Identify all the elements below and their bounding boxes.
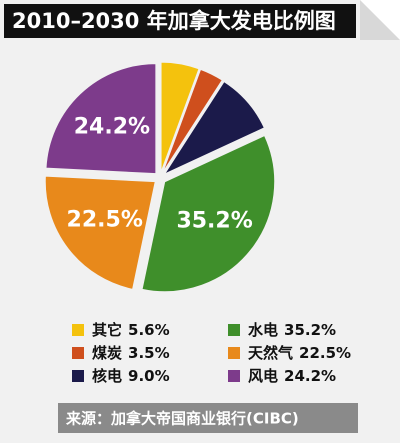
title-bar	[4, 4, 356, 38]
legend-label: 其它 5.6%	[92, 321, 170, 339]
pie-slice	[141, 134, 276, 293]
legend-value: 5.6%	[128, 321, 170, 339]
legend-name: 水电	[248, 321, 278, 339]
legend-value: 9.0%	[128, 367, 170, 385]
pie-slice	[163, 80, 266, 176]
legend-swatch	[72, 347, 84, 359]
chart-title: 2010–2030 年加拿大发电比例图	[12, 9, 336, 33]
legend-value: 35.2%	[284, 321, 336, 339]
source: 来源：加拿大帝国商业银行(CIBC)	[65, 410, 299, 428]
legend-label: 水电 35.2%	[248, 321, 336, 339]
legend-label: 天然气 22.5%	[248, 344, 351, 362]
pie-slice	[160, 61, 200, 173]
legend-swatch	[72, 324, 84, 336]
pie: 35.2% 22.5% 24.2%	[44, 61, 276, 293]
slice-label: 35.2%	[176, 208, 252, 233]
legend-value: 24.2%	[284, 367, 336, 385]
legend-swatch	[228, 347, 240, 359]
legend: 其它 5.6% 煤炭 3.5% 核电 9.0% 水电 35.2% 天然气 22.5% 风电 24.2%	[72, 321, 351, 385]
legend-value: 3.5%	[128, 344, 170, 362]
slice-label: 24.2%	[74, 114, 150, 139]
legend-name: 风电	[248, 367, 278, 385]
page-fold	[360, 0, 400, 40]
legend-swatch	[228, 370, 240, 382]
slice-label: 22.5%	[67, 208, 143, 233]
legend-swatch	[72, 370, 84, 382]
source-bar	[58, 403, 358, 433]
legend-name: 天然气	[248, 344, 293, 362]
legend-label: 核电 9.0%	[92, 367, 170, 385]
legend-name: 核电	[92, 367, 122, 385]
legend-name: 煤炭	[92, 344, 122, 362]
legend-label: 煤炭 3.5%	[92, 344, 170, 362]
legend-name: 其它	[92, 321, 122, 339]
pie-slice	[45, 63, 157, 175]
legend-value: 22.5%	[299, 344, 351, 362]
legend-swatch	[228, 324, 240, 336]
pie-slice	[162, 68, 223, 173]
legend-label: 风电 24.2%	[248, 367, 336, 385]
pie-slice	[44, 175, 156, 290]
